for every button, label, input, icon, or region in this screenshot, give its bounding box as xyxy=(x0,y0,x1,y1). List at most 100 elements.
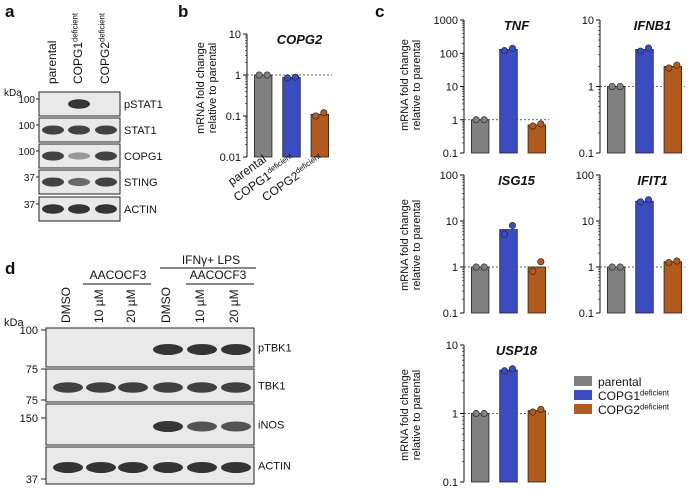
blot-d-band xyxy=(53,382,83,393)
bar xyxy=(470,413,490,483)
data-point xyxy=(472,263,480,271)
blot-d-lane-label: 10 µM xyxy=(193,289,207,323)
y-tick-label: 0.01 xyxy=(220,152,241,164)
data-point xyxy=(472,116,480,124)
blot-d-row-name: ACTIN xyxy=(258,461,291,473)
data-point xyxy=(529,408,537,416)
y-axis-label-b: mRNA fold change relative to parental xyxy=(195,42,219,134)
legend-swatch xyxy=(574,376,592,386)
blot-d-strip xyxy=(45,327,255,368)
y-tick-label: 1 xyxy=(588,82,594,94)
chart-copg2: 1010.10.01COPG2parentalCOPG1deficientCOP… xyxy=(220,29,332,204)
blot-a: parental COPG1deficientCOPG2deficientkDap… xyxy=(4,12,163,222)
bar xyxy=(606,266,626,314)
data-point xyxy=(480,116,488,124)
blot-d-marker: 75 xyxy=(26,364,38,376)
data-point xyxy=(500,367,508,375)
bar xyxy=(527,410,547,483)
blot-d-marker: 37 xyxy=(26,474,38,486)
panel-letter-a: a xyxy=(5,2,15,21)
data-point xyxy=(500,230,508,238)
blot-a-band xyxy=(95,204,117,214)
data-point xyxy=(608,263,616,271)
data-point xyxy=(537,120,545,128)
blot-d-band xyxy=(118,462,148,473)
data-point xyxy=(480,409,488,417)
bar xyxy=(470,266,490,314)
blot-d-marker: 75 xyxy=(26,395,38,407)
y-axis-label-line2: relative to parental xyxy=(411,200,423,291)
blot-a-band xyxy=(68,99,90,109)
data-point xyxy=(283,74,291,82)
data-point xyxy=(644,44,652,52)
blot-d-lane-label: 10 µM xyxy=(92,289,106,323)
data-point xyxy=(665,64,673,72)
y-axis-label-line1: mRNA fold change xyxy=(399,369,411,461)
label-main: COPG2 xyxy=(98,42,112,84)
y-tick-label: 10 xyxy=(446,82,458,94)
y-tick-label: 1 xyxy=(452,409,458,421)
bar xyxy=(663,261,683,314)
data-point xyxy=(616,83,624,91)
blot-d-kda-label: kDa xyxy=(4,317,24,329)
data-point xyxy=(673,61,681,69)
y-tick-label: 10 xyxy=(582,216,594,228)
blot-d-band xyxy=(187,344,217,355)
blot-a-row-name: pSTAT1 xyxy=(124,99,163,111)
blot-a-band xyxy=(95,177,117,187)
chart-tnf: 1000 100 10 1 0.1 TNF xyxy=(434,15,549,160)
y-axis-label-c3: mRNA fold change relative to parental xyxy=(399,369,423,461)
panel-letter-d: d xyxy=(5,259,15,278)
blot-d-row-name: pTBK1 xyxy=(258,343,292,355)
blot-d-strip xyxy=(45,403,255,446)
y-tick-label: 1 xyxy=(235,70,241,82)
data-point xyxy=(636,47,644,55)
y-tick-label: 0.1 xyxy=(579,308,594,320)
legend-label: COPG2deficient xyxy=(598,402,670,417)
blot-a-marker: 37 xyxy=(24,200,36,211)
blot-a-row-name: COPG1 xyxy=(124,151,163,163)
bar xyxy=(282,77,301,158)
legend-label: parental xyxy=(598,375,641,389)
data-point xyxy=(255,71,263,79)
blot-a-lane-label: COPG1deficient xyxy=(70,12,85,84)
blot-d-row-name: iNOS xyxy=(258,420,284,432)
blot-a-marker: 100 xyxy=(18,121,35,132)
chart-usp18: 10 1 0.1 USP18 xyxy=(443,340,549,489)
chart-title: ISG15 xyxy=(498,173,536,188)
y-axis-label-line1: mRNA fold change xyxy=(399,199,411,291)
data-point xyxy=(320,109,328,117)
blot-d-band xyxy=(153,382,183,393)
data-point xyxy=(529,122,537,130)
blot-a-marker: 100 xyxy=(18,147,35,158)
y-tick-label: 0.1 xyxy=(226,111,241,123)
blot-a-kda-label: kDa xyxy=(4,88,22,99)
blot-d-lane-label: DMSO xyxy=(159,287,173,323)
y-tick-label: 1000 xyxy=(434,15,458,27)
chart-isg15: 100 10 1 0.1 ISG15 xyxy=(440,170,549,320)
data-point xyxy=(472,409,480,417)
data-point xyxy=(636,198,644,206)
data-point xyxy=(673,257,681,265)
y-tick-label: 100 xyxy=(440,48,458,60)
label-sup: deficient xyxy=(640,388,670,397)
blot-d-band xyxy=(153,421,183,432)
blot-a-band xyxy=(68,125,90,135)
y-tick-label: 0.1 xyxy=(443,148,458,160)
data-point xyxy=(665,259,673,267)
blot-d-band xyxy=(86,462,116,473)
bar xyxy=(663,66,683,154)
bar xyxy=(606,86,626,154)
blot-d-band xyxy=(153,344,183,355)
chart-title: IFNB1 xyxy=(634,18,672,33)
blot-d-group1-label: AACOCF3 xyxy=(90,268,147,282)
chart-title: USP18 xyxy=(496,343,538,358)
y-axis-label-line2: relative to parental xyxy=(411,40,423,131)
blot-d-row-name: TBK1 xyxy=(258,381,286,393)
blot-a-band xyxy=(42,204,64,214)
blot-a-lane-label: COPG2deficient xyxy=(97,12,112,84)
blot-a-row-name: STING xyxy=(124,177,158,189)
data-point xyxy=(508,365,516,373)
